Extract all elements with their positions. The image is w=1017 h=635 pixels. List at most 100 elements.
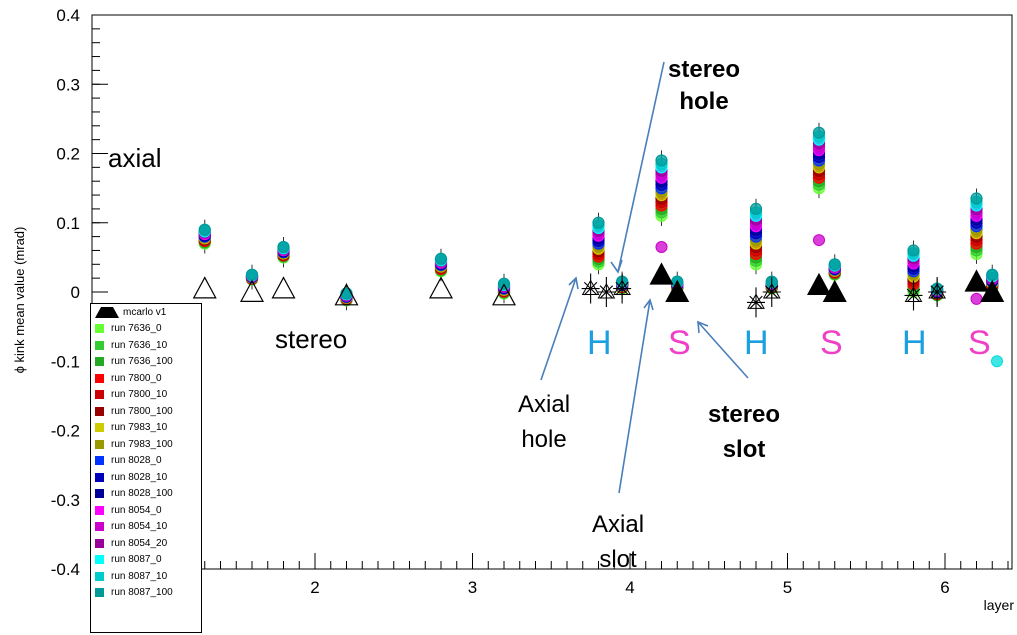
- data-points: [198, 126, 1003, 368]
- layer-marker-s: S: [968, 324, 991, 362]
- legend-swatch: [95, 406, 104, 416]
- annotation-arrows: [540, 61, 749, 494]
- legend-swatch: [95, 472, 104, 482]
- mc-star-triangle: [747, 293, 765, 309]
- legend-entry: run 7636_100: [91, 354, 201, 371]
- mc-star-marker: [747, 287, 765, 318]
- legend-entry: run 8087_10: [91, 568, 201, 585]
- legend-label: run 7636_10: [111, 339, 168, 351]
- y-tick-label: 0.1: [56, 214, 80, 233]
- mc-star-triangle: [581, 279, 600, 296]
- x-tick-label: 6: [940, 578, 949, 597]
- axis-ticks: -0.4 -0.3 -0.2 -0.1 0 0.1 0.2 0.3 0.4 2 3 4 5 6: [51, 6, 1009, 597]
- annotation-axial-hole: Axial hole: [518, 388, 570, 458]
- annotation-stereo-slot: stereo slot: [708, 398, 780, 468]
- mc-star-stroke: [583, 281, 598, 296]
- y-tick-label: -0.2: [51, 422, 80, 441]
- layer-marker-s: S: [668, 324, 691, 362]
- mc-open-triangle: [192, 276, 217, 299]
- mc-open-triangle: [491, 283, 517, 306]
- mc-star-stroke: [615, 281, 629, 296]
- mc-star-marker: [762, 277, 781, 307]
- legend-label: run 8054_10: [111, 521, 168, 533]
- data-point: [986, 268, 999, 281]
- mc-open-triangle: [428, 276, 454, 299]
- legend-label: run 8087_10: [111, 570, 168, 582]
- mc-filled-triangle: [980, 279, 1005, 302]
- annotation-axial-slot-line1: Axial: [592, 511, 645, 538]
- arrow-heads: [568, 259, 709, 334]
- annotation-stereo-hole-line1: stereo: [668, 56, 741, 83]
- mc-star-triangle: [762, 282, 781, 299]
- legend-swatch: [95, 373, 104, 383]
- legend-swatch: [95, 324, 104, 334]
- y-tick-label: -0.3: [51, 491, 80, 510]
- legend-label: run 8087_100: [111, 587, 173, 599]
- annotation-stereo: stereo: [275, 324, 348, 354]
- legend-label: run 7800_10: [111, 389, 168, 401]
- legend-entry: run 8087_100: [91, 585, 201, 602]
- layer-marker-h: H: [744, 324, 769, 362]
- data-point: [198, 223, 211, 236]
- annotation-stereo-slot-line1: stereo: [708, 401, 781, 428]
- legend-swatch: [95, 423, 104, 433]
- data-point: [828, 258, 841, 271]
- legend-entry: run 7800_10: [91, 387, 201, 404]
- legend-swatch: [95, 505, 104, 515]
- annotation-stereo-hole: stereo hole: [668, 54, 740, 119]
- arrow-stereo-hole: [617, 61, 665, 273]
- legend-swatch: [95, 489, 104, 499]
- x-axis-label: layer: [984, 597, 1015, 613]
- mc-filled-triangle: [822, 279, 847, 302]
- layer-marker-s: S: [820, 324, 843, 362]
- arrow-axial-slot: [618, 299, 651, 494]
- mc-filled-triangle: [806, 272, 832, 296]
- plot-frame: [91, 14, 1013, 570]
- legend-swatch: [95, 571, 104, 581]
- error-bars: [204, 122, 993, 311]
- layer-marker-h: H: [587, 324, 612, 362]
- legend-swatch: [95, 439, 104, 449]
- data-point: [277, 240, 290, 254]
- mc-star-triangle: [904, 286, 923, 302]
- data-point: [592, 216, 605, 229]
- data-point: [749, 202, 763, 215]
- mc-star-triangle: [613, 279, 631, 296]
- data-point: [340, 287, 353, 300]
- y-tick-label: 0.3: [56, 75, 80, 94]
- legend-entry: run 8054_0: [91, 502, 201, 519]
- x-tick-label: 5: [783, 578, 792, 597]
- annotation-axial-slot-line2: slot: [599, 545, 637, 573]
- legend-swatch: [95, 588, 104, 598]
- annotation-axial-slot: Axial slot: [592, 508, 644, 578]
- legend-label: run 7800_100: [111, 405, 173, 417]
- legend-swatch: [95, 538, 104, 548]
- mc-star-marker: [597, 277, 616, 307]
- annotation-stereo-hole-line2: hole: [679, 88, 729, 116]
- data-point: [245, 268, 259, 281]
- annotation-stereo-slot-line2: slot: [722, 435, 766, 463]
- data-point: [655, 240, 668, 253]
- mc-star-stroke: [749, 295, 763, 310]
- legend-label: run 8028_0: [111, 455, 162, 467]
- data-point: [990, 355, 1003, 368]
- arrow-stereo-slot: [697, 321, 749, 379]
- legend-label: run 7983_100: [111, 438, 173, 450]
- mc-open-triangle: [239, 279, 265, 302]
- legend-label: run 8054_20: [111, 537, 168, 549]
- legend-entry: run 8028_10: [91, 469, 201, 486]
- data-point: [434, 252, 448, 265]
- y-tick-label: 0: [71, 283, 80, 302]
- x-tick-label: 2: [310, 578, 319, 597]
- legend-entry: run 8028_0: [91, 453, 201, 470]
- legend-entry: run 7636_10: [91, 337, 201, 354]
- y-tick-label: -0.4: [51, 560, 80, 579]
- legend-label: run 8087_0: [111, 554, 162, 566]
- legend-entry: run 8054_10: [91, 519, 201, 536]
- mc-open-triangle: [334, 283, 359, 306]
- layer-marker-h: H: [902, 324, 927, 362]
- legend-swatch: [95, 340, 104, 350]
- mc-star-triangle: [597, 282, 616, 299]
- mc-star-stroke: [930, 285, 944, 299]
